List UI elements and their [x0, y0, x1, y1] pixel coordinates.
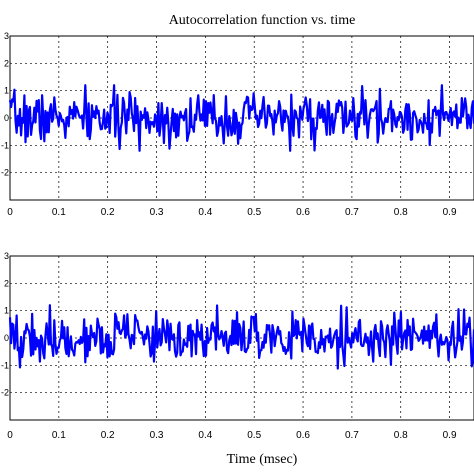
signal-trace: [8, 84, 474, 152]
x-tick-label: 0.8: [394, 207, 408, 218]
x-tick-label: 0.3: [150, 207, 164, 218]
x-tick-label: 0.2: [101, 207, 115, 218]
x-tick-label: 0.7: [345, 430, 359, 441]
y-tick-label: 1: [4, 306, 9, 316]
x-tick-label: 0: [7, 430, 13, 441]
y-tick-label: 2: [4, 58, 9, 68]
y-tick-label: 0: [4, 113, 9, 123]
bottom-plot: 0 0.1 0.2 0.3 0.4 0.5 0.6 0.7 0.8 0.9 3 2 1 0 -1 -2: [1, 251, 474, 441]
y-tick-label: -1: [1, 360, 9, 370]
x-tick-label: 0.9: [443, 207, 457, 218]
x-tick-label: 0.7: [345, 207, 359, 218]
x-tick-label: 0: [7, 207, 13, 218]
x-tick-label: 0.2: [101, 430, 115, 441]
x-tick-label: 0.8: [394, 430, 408, 441]
x-tick-label: 0.3: [150, 430, 164, 441]
chart-title: Autocorrelation function vs. time: [169, 13, 356, 28]
x-tick-label: 0.6: [296, 430, 310, 441]
y-tick-label: 1: [4, 86, 9, 96]
x-tick-label: 0.4: [198, 430, 212, 441]
y-tick-label: 3: [4, 251, 9, 261]
y-tick-label: -1: [1, 140, 9, 150]
y-tick-label: -2: [1, 388, 9, 398]
y-tick-label: 0: [4, 333, 9, 343]
y-tick-label: 2: [4, 278, 9, 288]
x-axis-label: Time (msec): [227, 452, 298, 467]
x-tick-label: 0.6: [296, 207, 310, 218]
x-tick-label: 0.5: [247, 207, 261, 218]
x-tick-label: 0.9: [443, 430, 457, 441]
y-tick-label: 3: [4, 31, 9, 41]
x-tick-label: 0.5: [247, 430, 261, 441]
y-tick-label: -2: [1, 168, 9, 178]
x-tick-label: 0.1: [52, 207, 66, 218]
top-plot: 0 0.1 0.2 0.3 0.4 0.5 0.6 0.7 0.8 0.9 3 2 1 0 -1 -2: [1, 31, 474, 218]
x-tick-label: 0.4: [198, 207, 212, 218]
x-tick-label: 0.1: [52, 430, 66, 441]
signal-trace: [8, 304, 474, 370]
